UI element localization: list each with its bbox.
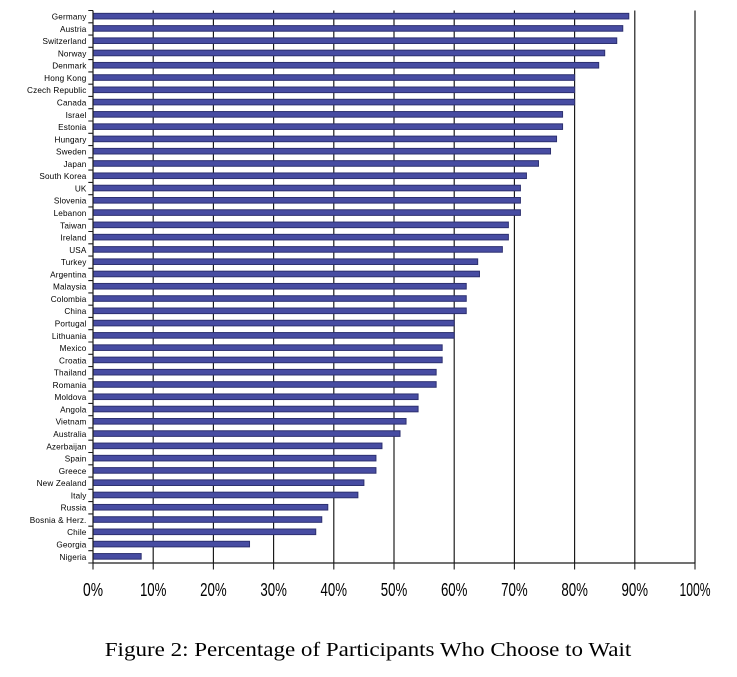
svg-text:Portugal: Portugal [55, 319, 87, 328]
svg-text:USA: USA [69, 246, 87, 255]
svg-text:Chile: Chile [67, 528, 87, 537]
svg-text:Japan: Japan [63, 160, 86, 169]
svg-text:Australia: Australia [53, 430, 87, 439]
svg-text:Georgia: Georgia [56, 540, 86, 549]
svg-text:Argentina: Argentina [50, 270, 87, 279]
svg-text:Czech Republic: Czech Republic [27, 86, 86, 95]
svg-text:Bosnia & Herz.: Bosnia & Herz. [30, 516, 87, 525]
svg-text:Norway: Norway [58, 49, 87, 58]
svg-text:Vietnam: Vietnam [56, 418, 87, 427]
svg-text:50%: 50% [381, 580, 408, 600]
svg-text:Moldova: Moldova [55, 393, 87, 402]
svg-text:10%: 10% [140, 580, 167, 600]
svg-text:100%: 100% [680, 580, 711, 600]
svg-text:Romania: Romania [53, 381, 87, 390]
svg-text:40%: 40% [321, 580, 348, 600]
svg-text:New Zealand: New Zealand [37, 479, 87, 488]
svg-text:Turkey: Turkey [61, 258, 87, 267]
svg-text:Azerbaijan: Azerbaijan [46, 442, 86, 451]
svg-text:Nigeria: Nigeria [60, 553, 87, 562]
svg-text:Hungary: Hungary [55, 135, 88, 144]
svg-text:Slovenia: Slovenia [54, 197, 87, 206]
svg-text:Croatia: Croatia [59, 356, 87, 365]
svg-text:Austria: Austria [60, 25, 87, 34]
svg-text:Angola: Angola [60, 405, 87, 414]
svg-text:Italy: Italy [71, 491, 88, 500]
svg-text:Mexico: Mexico [60, 344, 87, 353]
svg-text:Ireland: Ireland [60, 234, 86, 243]
svg-text:Estonia: Estonia [58, 123, 87, 132]
svg-text:UK: UK [75, 184, 87, 193]
svg-text:Canada: Canada [57, 98, 87, 107]
svg-text:Russia: Russia [61, 504, 87, 513]
svg-text:Spain: Spain [65, 455, 87, 464]
svg-text:South Korea: South Korea [39, 172, 86, 181]
svg-text:80%: 80% [561, 580, 588, 600]
svg-text:Switzerland: Switzerland [43, 37, 87, 46]
svg-text:Figure 2: Percentage of Partic: Figure 2: Percentage of Participants Who… [105, 639, 632, 661]
svg-text:Colombia: Colombia [51, 295, 87, 304]
svg-text:30%: 30% [260, 580, 287, 600]
svg-text:Greece: Greece [59, 467, 87, 476]
svg-text:20%: 20% [200, 580, 227, 600]
svg-text:Lithuania: Lithuania [52, 332, 87, 341]
svg-text:Lebanon: Lebanon [54, 209, 87, 218]
svg-text:China: China [64, 307, 86, 316]
svg-text:Thailand: Thailand [54, 369, 87, 378]
svg-text:Denmark: Denmark [52, 62, 87, 71]
svg-text:Taiwan: Taiwan [60, 221, 87, 230]
svg-text:Hong Kong: Hong Kong [44, 74, 87, 83]
svg-text:Sweden: Sweden [56, 148, 87, 157]
svg-text:90%: 90% [622, 580, 649, 600]
svg-text:Malaysia: Malaysia [53, 283, 87, 292]
svg-text:70%: 70% [501, 580, 528, 600]
svg-text:60%: 60% [441, 580, 468, 600]
svg-text:Israel: Israel [66, 111, 87, 120]
svg-text:0%: 0% [83, 580, 103, 600]
svg-text:Germany: Germany [52, 13, 87, 22]
